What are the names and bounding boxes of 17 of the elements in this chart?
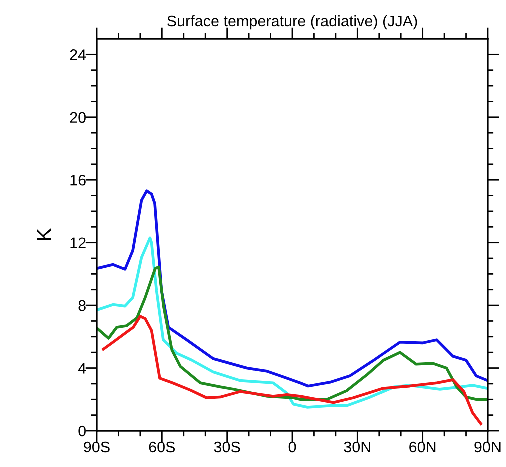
y-tick-label: 20	[70, 112, 86, 124]
x-tick-label: 0	[288, 442, 296, 453]
y-tick-label: 16	[70, 174, 86, 186]
chart-title: Surface temperature (radiative) (JJA)	[168, 15, 418, 30]
y-tick-label: 4	[78, 363, 86, 374]
x-tick-label: 30S	[214, 442, 240, 453]
y-tick-label: 0	[78, 426, 86, 437]
y-tick-label: 8	[78, 300, 86, 312]
y-tick-label: 24	[70, 50, 86, 60]
y-axis-title: K	[37, 228, 52, 240]
line-series	[102, 315, 482, 426]
x-tick-label: 60N	[410, 442, 436, 453]
x-tick-label: 30N	[344, 442, 370, 453]
y-tick-label: 12	[70, 238, 86, 248]
x-tick-label: 90S	[84, 442, 110, 453]
x-tick-label: 90N	[474, 442, 501, 453]
x-tick-label: 60S	[149, 442, 176, 453]
